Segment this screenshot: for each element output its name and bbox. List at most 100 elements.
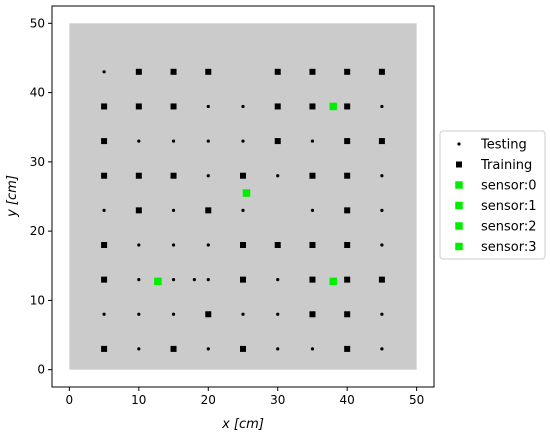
legend-marker-training <box>456 161 462 168</box>
training-point <box>205 68 212 75</box>
legend-marker-sensor-1 <box>455 201 463 210</box>
testing-point <box>241 139 245 143</box>
x-tick-label: 0 <box>66 393 74 407</box>
sensor-2-point <box>154 277 162 286</box>
legend-label-sensor-0: sensor:0 <box>481 179 537 194</box>
y-axis-ticks: 0 10 20 30 40 50 <box>30 16 52 377</box>
testing-point <box>276 347 280 351</box>
training-point <box>309 276 316 283</box>
testing-point <box>171 278 176 282</box>
testing-point <box>137 243 141 247</box>
testing-point <box>206 278 210 282</box>
testing-point <box>310 347 315 351</box>
training-point <box>344 311 351 318</box>
training-point <box>344 345 351 352</box>
training-point <box>205 207 212 214</box>
training-point <box>309 241 316 248</box>
testing-point <box>206 139 210 143</box>
x-tick-label: 50 <box>409 393 424 407</box>
testing-point <box>137 278 141 282</box>
training-point <box>101 241 108 248</box>
testing-point <box>102 312 106 316</box>
training-point <box>101 172 108 179</box>
legend-marker-sensor-0 <box>455 181 463 189</box>
legend-marker-sensor-2 <box>455 222 463 230</box>
y-tick-label: 40 <box>30 86 45 100</box>
training-point <box>101 103 108 110</box>
x-tick-label: 10 <box>131 393 146 407</box>
testing-point <box>171 139 176 143</box>
testing-point <box>171 208 176 212</box>
testing-point <box>380 104 384 109</box>
legend-label-testing: Testing <box>480 138 527 153</box>
testing-point <box>102 208 106 212</box>
training-point <box>309 311 316 318</box>
x-tick-label: 20 <box>201 393 216 407</box>
training-point <box>274 103 281 110</box>
legend-label-sensor-1: sensor:1 <box>481 199 537 214</box>
training-point <box>309 172 316 179</box>
x-tick-label: 30 <box>270 393 285 407</box>
legend: Testing Training sensor:0 sensor:1 sensor:2 s… <box>439 130 546 260</box>
testing-point <box>380 347 384 351</box>
testing-point <box>241 208 245 212</box>
training-point <box>344 241 351 248</box>
training-point <box>135 68 142 75</box>
training-point <box>274 241 281 248</box>
y-tick-label: 30 <box>30 155 45 169</box>
axes-frame <box>51 5 435 388</box>
x-tick-label: 40 <box>340 393 355 407</box>
y-tick-label: 50 <box>30 16 45 30</box>
data-points <box>101 68 385 352</box>
testing-point <box>310 208 315 212</box>
sensor-1-point <box>329 102 338 111</box>
testing-point <box>241 312 245 316</box>
testing-point <box>206 104 210 109</box>
testing-point <box>171 312 176 316</box>
training-point <box>344 138 351 145</box>
testing-point <box>102 70 106 74</box>
y-tick-label: 10 <box>30 293 45 307</box>
training-point <box>170 172 177 179</box>
testing-point <box>380 208 384 212</box>
testing-point <box>241 104 245 109</box>
testing-point <box>192 278 196 282</box>
training-point <box>309 103 316 110</box>
training-point <box>135 172 142 179</box>
y-tick-label: 20 <box>30 224 45 238</box>
training-point <box>344 207 351 214</box>
training-point <box>135 207 142 214</box>
training-point <box>240 172 246 179</box>
training-point <box>378 68 385 75</box>
y-tick-label: 0 <box>37 363 45 377</box>
training-point <box>170 68 177 75</box>
training-point <box>101 276 108 283</box>
testing-point <box>137 312 141 316</box>
testing-point <box>137 347 141 351</box>
training-point <box>170 345 177 352</box>
y-axis-label: y [cm] <box>5 175 20 218</box>
training-point <box>240 241 246 248</box>
training-point <box>344 68 351 75</box>
training-point <box>135 103 142 110</box>
training-point <box>344 172 351 179</box>
training-point <box>101 138 108 145</box>
testing-point <box>380 312 384 316</box>
x-axis-label: x [cm] <box>221 417 264 432</box>
testing-point <box>310 139 315 143</box>
sensor-0-point <box>242 189 251 197</box>
testing-point <box>137 139 141 143</box>
testing-point <box>380 243 384 247</box>
training-point <box>378 276 385 283</box>
legend-marker-testing <box>457 142 461 146</box>
training-point <box>309 68 316 75</box>
training-point <box>344 276 351 283</box>
testing-point <box>171 243 176 247</box>
training-point <box>240 345 246 352</box>
legend-marker-sensor-3 <box>455 242 463 251</box>
x-axis-ticks: 0 10 20 30 40 50 <box>66 387 424 407</box>
training-point <box>205 311 212 318</box>
training-point <box>344 103 351 110</box>
legend-label-sensor-3: sensor:3 <box>481 240 537 255</box>
